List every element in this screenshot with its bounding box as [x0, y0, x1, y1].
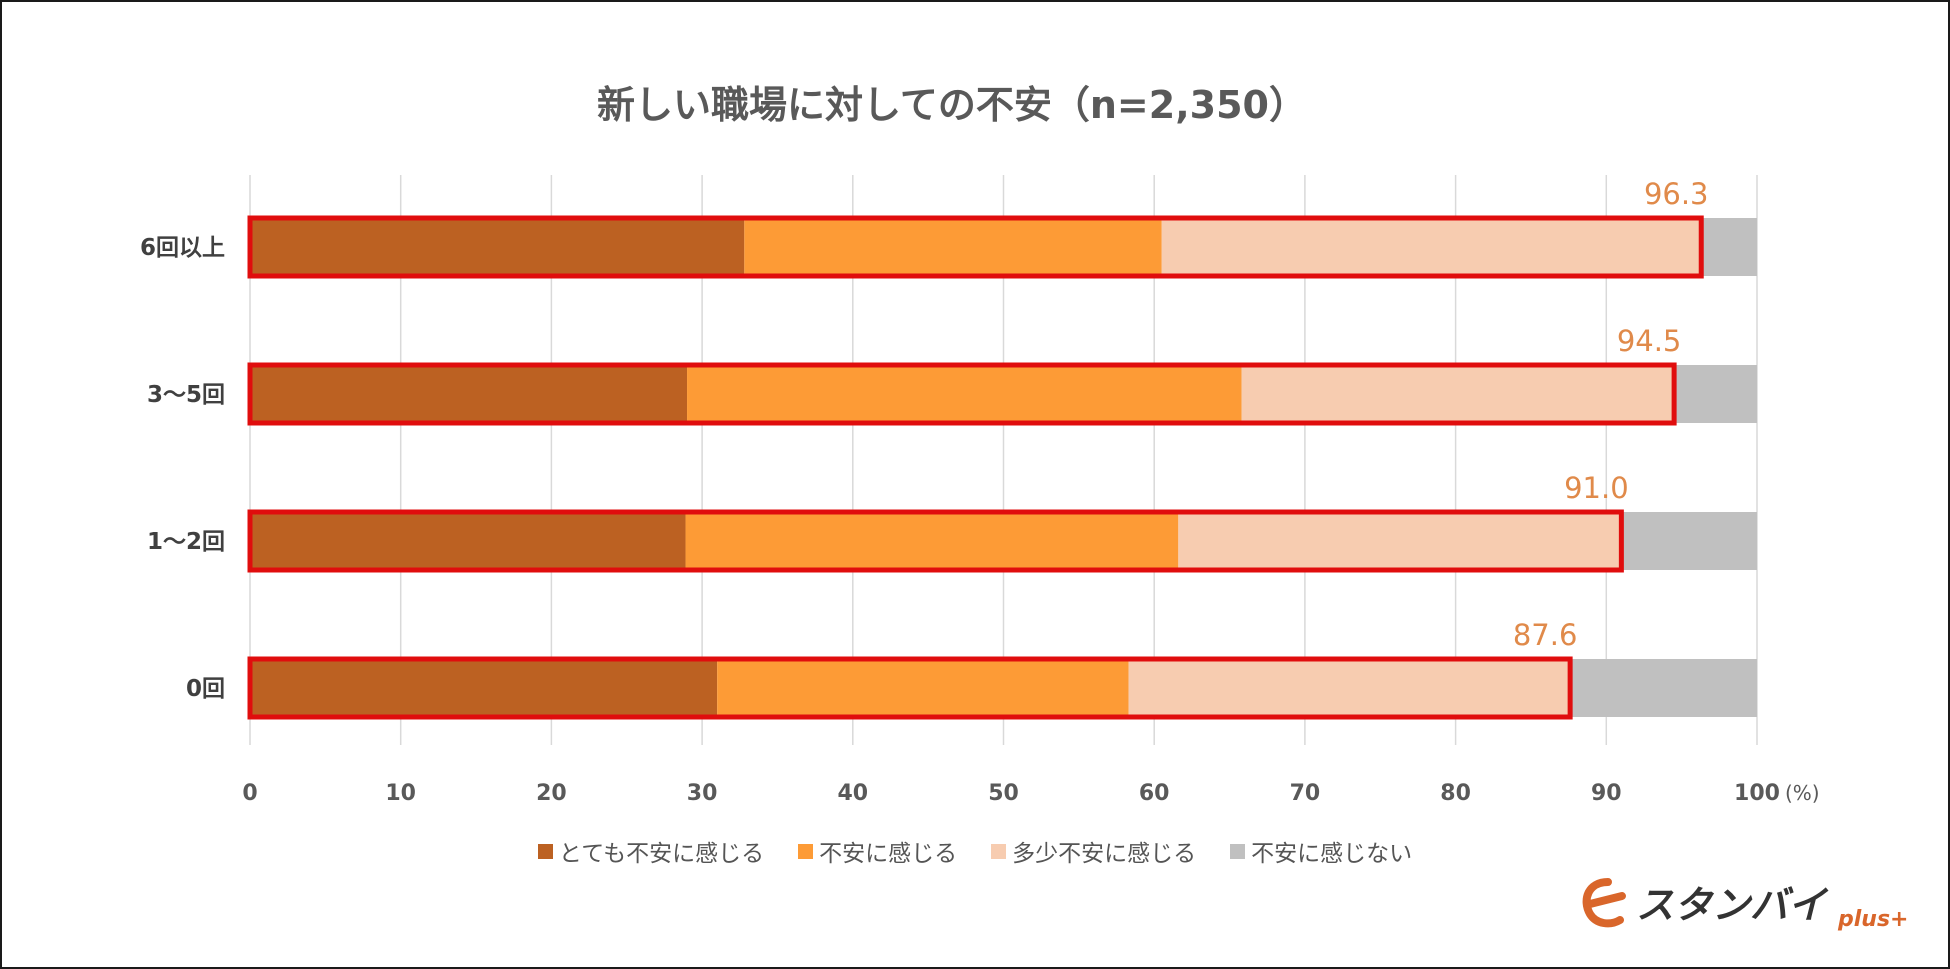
bar-segment: [1178, 512, 1622, 570]
legend-label: 多少不安に感じる: [1012, 841, 1197, 867]
x-tick-label: 0: [242, 781, 257, 806]
bar-segment: [1128, 659, 1571, 717]
legend-swatch: [1230, 843, 1246, 859]
bar-annotation-label: 87.6: [1513, 618, 1578, 652]
logo-e-mark-icon: [1582, 878, 1626, 928]
highlight-frame: [247, 509, 1624, 573]
x-tick-label: 60: [1139, 781, 1170, 806]
x-tick-label: 50: [988, 781, 1019, 806]
x-tick-label: 30: [687, 781, 718, 806]
category-label: 6回以上: [140, 235, 225, 261]
legend-swatch: [537, 843, 553, 859]
bar-segment: [1621, 512, 1757, 570]
x-tick-label: 80: [1440, 781, 1471, 806]
bar-segment: [1161, 218, 1702, 276]
bar-segment: [717, 659, 1129, 717]
highlight-frame: [247, 656, 1573, 720]
legend-item: 不安に感じない: [1230, 834, 1412, 868]
standby-plus-logo: スタンバイ plus+: [1582, 878, 1908, 932]
bar-segment: [250, 512, 686, 570]
logo-brand-text: スタンバイ: [1636, 883, 1829, 927]
x-axis-unit: (%): [1785, 781, 1820, 805]
bar-segment: [1241, 365, 1675, 423]
highlight-frame: [247, 362, 1677, 426]
category-label: 3～5回: [147, 382, 225, 408]
chart-legend: とても不安に感じる 不安に感じる 多少不安に感じる 不安に感じない: [0, 834, 1950, 868]
bar-segment: [1701, 218, 1757, 276]
category-label: 0回: [186, 676, 225, 702]
bar-segment: [250, 218, 745, 276]
bar-annotation-label: 94.5: [1617, 324, 1682, 358]
legend-label: 不安に感じる: [819, 841, 958, 867]
legend-swatch: [798, 843, 814, 859]
legend-label: 不安に感じない: [1251, 841, 1413, 867]
x-tick-label: 70: [1290, 781, 1321, 806]
x-tick-label: 100: [1734, 781, 1780, 806]
legend-item: とても不安に感じる: [537, 834, 765, 868]
bar-annotation-label: 91.0: [1564, 471, 1629, 505]
bar-segment: [1570, 659, 1757, 717]
bar-segment: [250, 365, 688, 423]
highlight-frame: [247, 215, 1704, 279]
category-label: 1～2回: [147, 529, 225, 555]
bar-annotation-label: 96.3: [1644, 177, 1709, 211]
bar-segment: [250, 659, 718, 717]
x-tick-label: 10: [385, 781, 416, 806]
chart-title: 新しい職場に対しての不安（n=2,350）: [597, 83, 1307, 127]
bar-segment: [1674, 365, 1757, 423]
x-tick-label: 40: [837, 781, 868, 806]
legend-swatch: [991, 843, 1007, 859]
legend-label: とても不安に感じる: [558, 841, 765, 867]
bar-segment: [744, 218, 1162, 276]
legend-item: 不安に感じる: [798, 834, 957, 868]
x-tick-label: 90: [1591, 781, 1622, 806]
bar-segment: [687, 365, 1242, 423]
x-tick-label: 20: [536, 781, 567, 806]
bar-segment: [685, 512, 1179, 570]
logo-suffix-text: plus+: [1837, 907, 1908, 932]
legend-item: 多少不安に感じる: [991, 834, 1196, 868]
